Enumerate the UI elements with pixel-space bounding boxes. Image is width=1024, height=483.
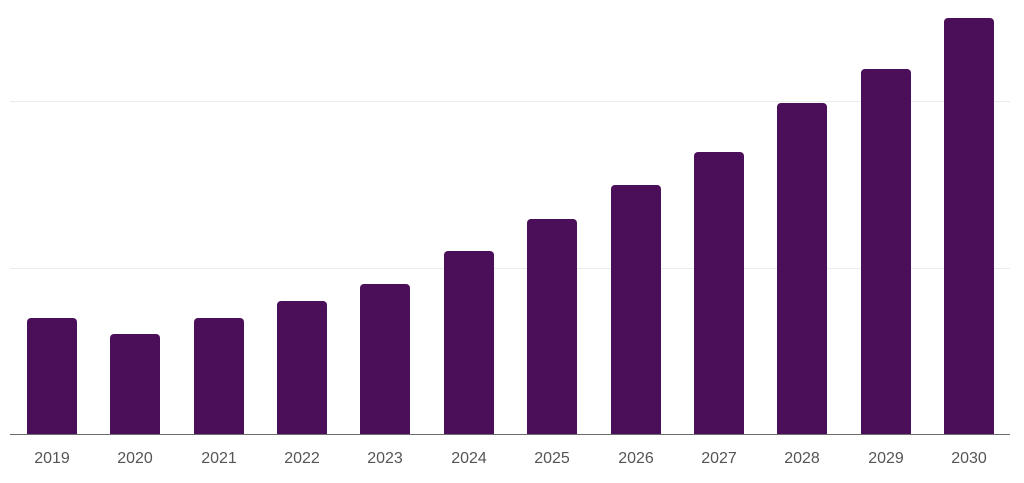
gridline bbox=[10, 268, 1010, 269]
x-tick-label: 2030 bbox=[951, 450, 987, 467]
bar-2020 bbox=[110, 334, 160, 434]
x-tick-label: 2023 bbox=[367, 450, 403, 467]
bar-2019 bbox=[27, 318, 77, 434]
x-tick-label: 2024 bbox=[451, 450, 487, 467]
bar-2023 bbox=[360, 284, 410, 434]
x-tick-label: 2019 bbox=[34, 450, 70, 467]
x-tick-label: 2021 bbox=[201, 450, 237, 467]
gridline bbox=[10, 101, 1010, 102]
bar-2025 bbox=[527, 219, 577, 434]
bar-2027 bbox=[694, 152, 744, 434]
bar-2024 bbox=[444, 251, 494, 434]
x-tick-label: 2020 bbox=[117, 450, 153, 467]
x-axis-line bbox=[10, 434, 1010, 435]
bar-2022 bbox=[277, 301, 327, 434]
bar-2029 bbox=[861, 69, 911, 434]
bar-2028 bbox=[777, 103, 827, 434]
x-tick-label: 2029 bbox=[868, 450, 904, 467]
x-tick-label: 2026 bbox=[618, 450, 654, 467]
bar-2030 bbox=[944, 18, 994, 434]
bar-2026 bbox=[611, 185, 661, 434]
x-tick-label: 2027 bbox=[701, 450, 737, 467]
x-tick-label: 2025 bbox=[534, 450, 570, 467]
x-tick-label: 2028 bbox=[784, 450, 820, 467]
x-tick-label: 2022 bbox=[284, 450, 320, 467]
bar-2021 bbox=[194, 318, 244, 434]
